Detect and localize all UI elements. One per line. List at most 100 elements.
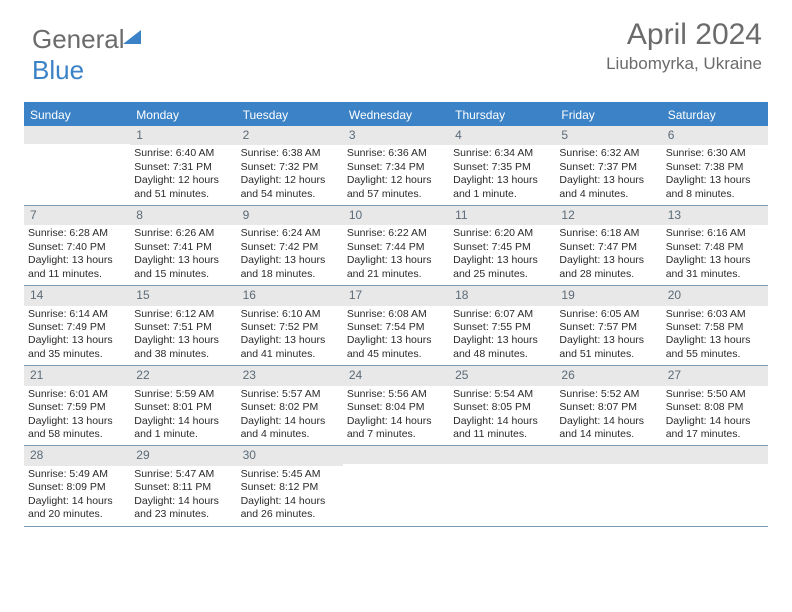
day-number: 8: [130, 206, 236, 225]
sunset-text: Sunset: 7:31 PM: [134, 161, 232, 174]
sunset-text: Sunset: 7:58 PM: [666, 321, 764, 334]
day-cell: 16Sunrise: 6:10 AMSunset: 7:52 PMDayligh…: [237, 286, 343, 365]
day-cell: 10Sunrise: 6:22 AMSunset: 7:44 PMDayligh…: [343, 206, 449, 285]
daylight-text: Daylight: 12 hours and 51 minutes.: [134, 174, 232, 201]
day-body: Sunrise: 5:49 AMSunset: 8:09 PMDaylight:…: [24, 466, 130, 526]
day-body: Sunrise: 6:10 AMSunset: 7:52 PMDaylight:…: [237, 306, 343, 366]
day-cell: 30Sunrise: 5:45 AMSunset: 8:12 PMDayligh…: [237, 446, 343, 525]
day-body: Sunrise: 6:05 AMSunset: 7:57 PMDaylight:…: [555, 306, 661, 366]
sunset-text: Sunset: 8:09 PM: [28, 481, 126, 494]
sunrise-text: Sunrise: 6:07 AM: [453, 308, 551, 321]
day-number: 24: [343, 366, 449, 385]
day-cell: 28Sunrise: 5:49 AMSunset: 8:09 PMDayligh…: [24, 446, 130, 525]
day-number: 2: [237, 126, 343, 145]
day-cell: 24Sunrise: 5:56 AMSunset: 8:04 PMDayligh…: [343, 366, 449, 445]
sunset-text: Sunset: 7:41 PM: [134, 241, 232, 254]
day-body: Sunrise: 6:14 AMSunset: 7:49 PMDaylight:…: [24, 306, 130, 366]
sunrise-text: Sunrise: 5:59 AM: [134, 388, 232, 401]
day-cell: 14Sunrise: 6:14 AMSunset: 7:49 PMDayligh…: [24, 286, 130, 365]
sunrise-text: Sunrise: 6:20 AM: [453, 227, 551, 240]
daylight-text: Daylight: 13 hours and 45 minutes.: [347, 334, 445, 361]
day-body: Sunrise: 6:07 AMSunset: 7:55 PMDaylight:…: [449, 306, 555, 366]
sunrise-text: Sunrise: 6:01 AM: [28, 388, 126, 401]
daylight-text: Daylight: 13 hours and 58 minutes.: [28, 415, 126, 442]
weekday-tuesday: Tuesday: [237, 104, 343, 126]
daylight-text: Daylight: 13 hours and 35 minutes.: [28, 334, 126, 361]
day-body: Sunrise: 6:03 AMSunset: 7:58 PMDaylight:…: [662, 306, 768, 366]
daylight-text: Daylight: 14 hours and 11 minutes.: [453, 415, 551, 442]
logo-triangle-icon: [123, 30, 141, 44]
sunrise-text: Sunrise: 6:34 AM: [453, 147, 551, 160]
day-cell: 11Sunrise: 6:20 AMSunset: 7:45 PMDayligh…: [449, 206, 555, 285]
sunset-text: Sunset: 7:59 PM: [28, 401, 126, 414]
week-row: 1Sunrise: 6:40 AMSunset: 7:31 PMDaylight…: [24, 126, 768, 206]
daylight-text: Daylight: 13 hours and 28 minutes.: [559, 254, 657, 281]
daylight-text: Daylight: 12 hours and 57 minutes.: [347, 174, 445, 201]
weeks-container: 1Sunrise: 6:40 AMSunset: 7:31 PMDaylight…: [24, 126, 768, 527]
daylight-text: Daylight: 13 hours and 11 minutes.: [28, 254, 126, 281]
day-number: 18: [449, 286, 555, 305]
daylight-text: Daylight: 14 hours and 17 minutes.: [666, 415, 764, 442]
sunset-text: Sunset: 7:47 PM: [559, 241, 657, 254]
day-number: 16: [237, 286, 343, 305]
day-cell: 12Sunrise: 6:18 AMSunset: 7:47 PMDayligh…: [555, 206, 661, 285]
day-cell: 18Sunrise: 6:07 AMSunset: 7:55 PMDayligh…: [449, 286, 555, 365]
daylight-text: Daylight: 13 hours and 55 minutes.: [666, 334, 764, 361]
day-number: 7: [24, 206, 130, 225]
day-cell: 6Sunrise: 6:30 AMSunset: 7:38 PMDaylight…: [662, 126, 768, 205]
day-number: 20: [662, 286, 768, 305]
daylight-text: Daylight: 13 hours and 25 minutes.: [453, 254, 551, 281]
day-body: Sunrise: 5:56 AMSunset: 8:04 PMDaylight:…: [343, 386, 449, 446]
sunset-text: Sunset: 7:32 PM: [241, 161, 339, 174]
sunset-text: Sunset: 7:54 PM: [347, 321, 445, 334]
day-number: 5: [555, 126, 661, 145]
daylight-text: Daylight: 13 hours and 4 minutes.: [559, 174, 657, 201]
day-body: Sunrise: 6:22 AMSunset: 7:44 PMDaylight:…: [343, 225, 449, 285]
day-body: Sunrise: 6:12 AMSunset: 7:51 PMDaylight:…: [130, 306, 236, 366]
sunset-text: Sunset: 8:02 PM: [241, 401, 339, 414]
day-cell: 27Sunrise: 5:50 AMSunset: 8:08 PMDayligh…: [662, 366, 768, 445]
day-cell: 4Sunrise: 6:34 AMSunset: 7:35 PMDaylight…: [449, 126, 555, 205]
day-number: 9: [237, 206, 343, 225]
sunrise-text: Sunrise: 5:52 AM: [559, 388, 657, 401]
sunset-text: Sunset: 7:34 PM: [347, 161, 445, 174]
daylight-text: Daylight: 14 hours and 4 minutes.: [241, 415, 339, 442]
weekday-wednesday: Wednesday: [343, 104, 449, 126]
day-cell: 15Sunrise: 6:12 AMSunset: 7:51 PMDayligh…: [130, 286, 236, 365]
sunrise-text: Sunrise: 6:30 AM: [666, 147, 764, 160]
week-row: 28Sunrise: 5:49 AMSunset: 8:09 PMDayligh…: [24, 446, 768, 526]
day-cell-empty: [662, 446, 768, 525]
day-number: [24, 126, 130, 144]
day-cell: 26Sunrise: 5:52 AMSunset: 8:07 PMDayligh…: [555, 366, 661, 445]
sunrise-text: Sunrise: 5:56 AM: [347, 388, 445, 401]
sunrise-text: Sunrise: 6:26 AM: [134, 227, 232, 240]
weekday-saturday: Saturday: [662, 104, 768, 126]
day-body: Sunrise: 5:59 AMSunset: 8:01 PMDaylight:…: [130, 386, 236, 446]
sunrise-text: Sunrise: 6:12 AM: [134, 308, 232, 321]
day-number: 11: [449, 206, 555, 225]
day-body: Sunrise: 5:57 AMSunset: 8:02 PMDaylight:…: [237, 386, 343, 446]
day-body: Sunrise: 5:47 AMSunset: 8:11 PMDaylight:…: [130, 466, 236, 526]
day-cell-empty: [24, 126, 130, 205]
day-cell: 25Sunrise: 5:54 AMSunset: 8:05 PMDayligh…: [449, 366, 555, 445]
day-body: Sunrise: 6:36 AMSunset: 7:34 PMDaylight:…: [343, 145, 449, 205]
day-cell: 7Sunrise: 6:28 AMSunset: 7:40 PMDaylight…: [24, 206, 130, 285]
sunset-text: Sunset: 7:40 PM: [28, 241, 126, 254]
day-body: Sunrise: 6:40 AMSunset: 7:31 PMDaylight:…: [130, 145, 236, 205]
daylight-text: Daylight: 14 hours and 7 minutes.: [347, 415, 445, 442]
brand-part2: Blue: [32, 55, 84, 85]
day-cell-empty: [343, 446, 449, 525]
daylight-text: Daylight: 13 hours and 21 minutes.: [347, 254, 445, 281]
day-body: Sunrise: 6:01 AMSunset: 7:59 PMDaylight:…: [24, 386, 130, 446]
weekday-thursday: Thursday: [449, 104, 555, 126]
day-number: [662, 446, 768, 464]
sunrise-text: Sunrise: 6:16 AM: [666, 227, 764, 240]
daylight-text: Daylight: 13 hours and 51 minutes.: [559, 334, 657, 361]
sunset-text: Sunset: 8:08 PM: [666, 401, 764, 414]
day-cell: 5Sunrise: 6:32 AMSunset: 7:37 PMDaylight…: [555, 126, 661, 205]
sunrise-text: Sunrise: 6:22 AM: [347, 227, 445, 240]
daylight-text: Daylight: 12 hours and 54 minutes.: [241, 174, 339, 201]
weekday-header-row: SundayMondayTuesdayWednesdayThursdayFrid…: [24, 104, 768, 126]
day-number: 23: [237, 366, 343, 385]
day-body: Sunrise: 6:28 AMSunset: 7:40 PMDaylight:…: [24, 225, 130, 285]
